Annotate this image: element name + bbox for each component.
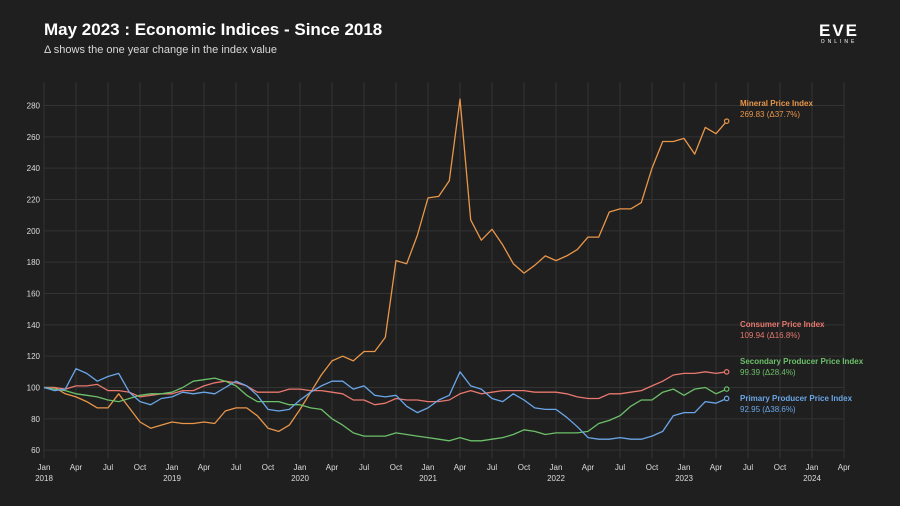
x-tick-label: Apr [198,463,211,472]
x-tick-year-label: 2023 [675,474,693,483]
series-line [44,98,728,433]
x-tick-year-label: 2024 [803,474,821,483]
x-tick-label: Apr [838,463,851,472]
x-tick-label: Jul [743,463,753,472]
y-tick-label: 260 [27,133,41,142]
x-tick-label: Jul [487,463,497,472]
y-tick-label: 280 [27,102,41,111]
series-line [44,371,727,406]
x-tick-label: Oct [774,463,787,472]
x-tick-label: Jan [806,463,819,472]
x-tick-label: Jul [615,463,625,472]
x-tick-label: Oct [134,463,147,472]
x-tick-label: Jan [422,463,435,472]
x-tick-label: Jan [294,463,307,472]
x-tick-label: Jul [231,463,241,472]
y-tick-label: 240 [27,164,41,173]
series-name-label: Mineral Price Index [740,99,813,108]
x-tick-label: Apr [454,463,467,472]
y-tick-label: 60 [31,446,40,455]
chart-title: May 2023 : Economic Indices - Since 2018 [44,20,383,39]
x-tick-label: Apr [582,463,595,472]
x-tick-label: Jan [550,463,563,472]
y-tick-label: 80 [31,415,40,424]
x-tick-label: Oct [262,463,275,472]
x-tick-label: Apr [710,463,723,472]
x-tick-year-label: 2021 [419,474,437,483]
series-line [43,368,727,440]
x-tick-year-label: 2018 [35,474,53,483]
logo-text: EVE [818,21,860,40]
chart-subtitle: Δ shows the one year change in the index… [44,44,278,56]
series-end-marker [723,369,730,375]
x-tick-label: Apr [70,463,83,472]
series-value-label: 99.39 (Δ28.4%) [740,368,796,377]
series-name-label: Secondary Producer Price Index [740,357,864,366]
eve-online-logo: EVE ONLINE [812,22,866,45]
series-name-label: Consumer Price Index [740,320,825,329]
x-tick-year-label: 2019 [163,474,181,483]
x-tick-label: Oct [390,463,403,472]
x-tick-label: Jan [678,463,691,472]
y-tick-label: 220 [27,196,41,205]
x-tick-label: Oct [518,463,531,472]
series-end-marker [723,386,730,392]
y-tick-label: 200 [27,227,41,236]
series-value-label: 269.83 (Δ37.7%) [740,110,800,119]
y-tick-label: 180 [27,258,41,267]
y-tick-label: 120 [27,352,41,361]
series-end-marker [723,395,730,402]
y-tick-label: 140 [27,321,41,330]
x-tick-label: Jan [166,463,179,472]
x-tick-label: Apr [326,463,339,472]
x-tick-year-label: 2020 [291,474,309,483]
series-value-label: 109.94 (Δ16.8%) [740,331,800,340]
x-tick-label: Jul [103,463,113,472]
series-end-marker [723,118,730,124]
x-tick-label: Jul [359,463,369,472]
series-line [43,377,727,442]
series-value-label: 92.95 (Δ38.6%) [740,405,796,414]
y-tick-label: 160 [27,290,41,299]
logo-subtext: ONLINE [820,39,858,45]
x-tick-label: Jan [38,463,51,472]
y-tick-label: 100 [27,384,41,393]
x-tick-year-label: 2022 [547,474,565,483]
x-tick-label: Oct [646,463,659,472]
series-name-label: Primary Producer Price Index [740,394,853,403]
